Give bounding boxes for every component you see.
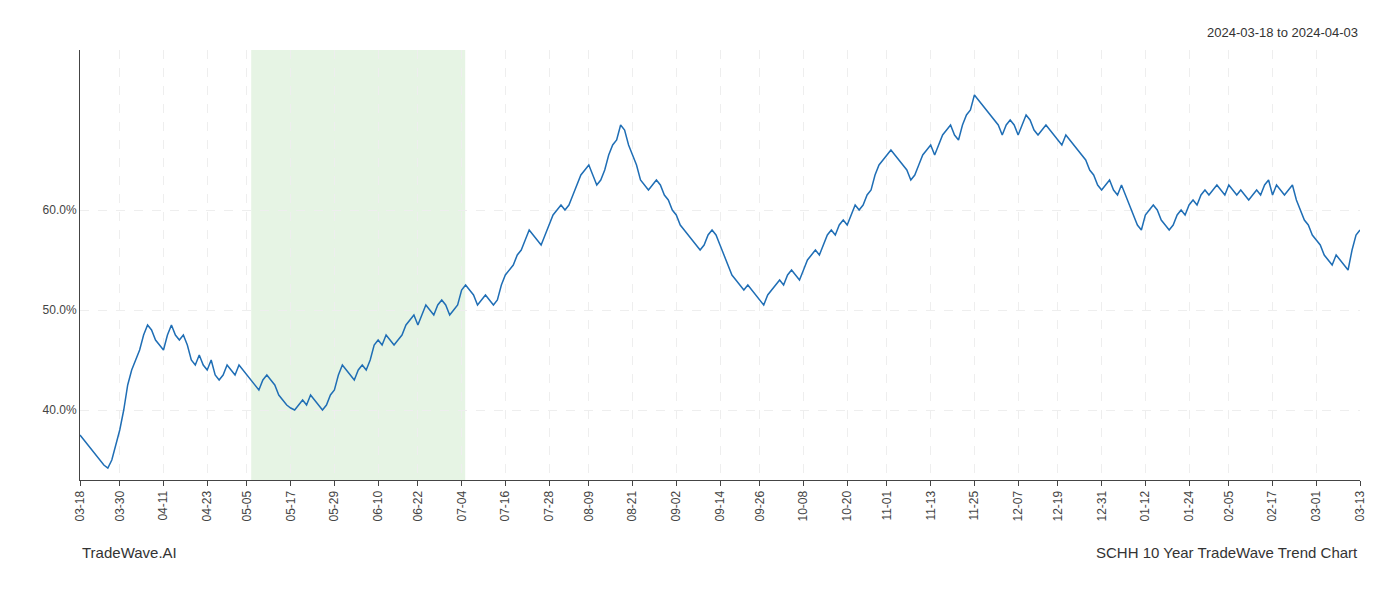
svg-text:02-17: 02-17 <box>1265 490 1279 521</box>
svg-text:11-01: 11-01 <box>880 490 894 520</box>
svg-text:60.0%: 60.0% <box>43 203 77 217</box>
svg-text:09-02: 09-02 <box>669 490 683 521</box>
svg-text:04-11: 04-11 <box>156 490 170 520</box>
svg-text:08-21: 08-21 <box>625 490 639 521</box>
svg-text:TradeWave.AI: TradeWave.AI <box>82 544 177 561</box>
svg-text:03-30: 03-30 <box>113 490 127 521</box>
svg-text:10-20: 10-20 <box>840 490 854 521</box>
svg-text:11-25: 11-25 <box>967 490 981 520</box>
svg-text:08-09: 08-09 <box>582 490 596 521</box>
svg-text:03-18: 03-18 <box>73 490 87 521</box>
svg-text:03-01: 03-01 <box>1309 490 1323 521</box>
svg-text:02-05: 02-05 <box>1222 490 1236 521</box>
svg-text:05-05: 05-05 <box>240 490 254 521</box>
svg-text:06-22: 06-22 <box>411 490 425 521</box>
svg-text:07-28: 07-28 <box>542 490 556 521</box>
svg-text:12-07: 12-07 <box>1011 490 1025 521</box>
svg-text:SCHH 10 Year TradeWave Trend C: SCHH 10 Year TradeWave Trend Chart <box>1096 544 1358 561</box>
svg-text:2024-03-18 to 2024-04-03: 2024-03-18 to 2024-04-03 <box>1207 25 1358 40</box>
svg-text:01-12: 01-12 <box>1138 490 1152 521</box>
svg-text:05-17: 05-17 <box>284 490 298 521</box>
svg-text:07-04: 07-04 <box>455 490 469 521</box>
svg-text:10-08: 10-08 <box>796 490 810 521</box>
svg-text:12-19: 12-19 <box>1051 490 1065 521</box>
svg-text:09-26: 09-26 <box>753 490 767 521</box>
svg-text:12-31: 12-31 <box>1095 490 1109 521</box>
svg-text:05-29: 05-29 <box>327 490 341 521</box>
svg-text:04-23: 04-23 <box>200 490 214 521</box>
svg-text:11-13: 11-13 <box>924 490 938 520</box>
svg-text:01-24: 01-24 <box>1182 490 1196 521</box>
svg-text:09-14: 09-14 <box>713 490 727 521</box>
svg-text:07-16: 07-16 <box>498 490 512 521</box>
svg-text:50.0%: 50.0% <box>43 303 77 317</box>
svg-text:40.0%: 40.0% <box>43 403 77 417</box>
svg-text:06-10: 06-10 <box>371 490 385 521</box>
svg-text:03-13: 03-13 <box>1353 490 1367 521</box>
